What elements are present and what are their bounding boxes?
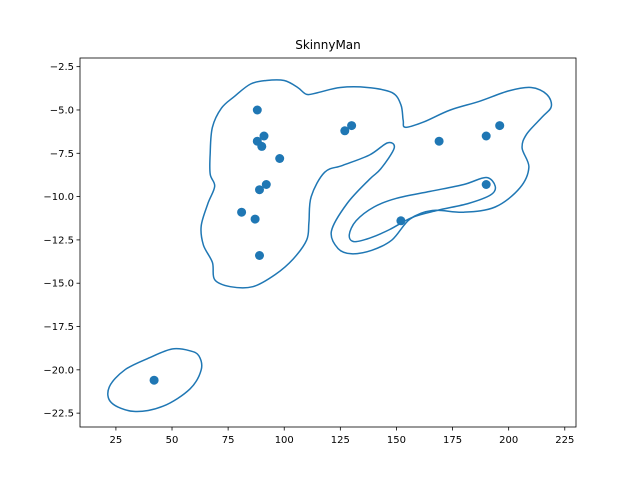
scatter-point xyxy=(255,251,264,260)
scatter-point xyxy=(257,141,267,151)
y-tick-label: −2.5 xyxy=(50,62,74,73)
density-contour xyxy=(348,176,497,243)
y-tick-label: −5.0 xyxy=(50,105,74,116)
scatter-point xyxy=(275,154,285,163)
scatter-point xyxy=(340,126,350,136)
scatter-point xyxy=(347,121,357,131)
x-tick-label: 200 xyxy=(499,435,518,446)
axes: 25 50 75 100 125 150 175 200 225 −22.5 −20.0 −17.5 −… xyxy=(43,57,577,446)
scatter-point xyxy=(481,180,491,189)
x-tick-label: 175 xyxy=(443,435,462,446)
x-tick-label: 25 xyxy=(110,435,123,446)
scatter-point xyxy=(250,214,260,224)
scatter-point xyxy=(495,121,505,131)
y-tick-label: −15.0 xyxy=(43,279,74,290)
scatter-point xyxy=(434,136,444,146)
y-tick-label: −17.5 xyxy=(43,322,74,333)
scatter-point xyxy=(396,216,406,226)
x-tick-label: 125 xyxy=(331,435,350,446)
x-tick-label: 75 xyxy=(222,435,235,446)
density-contours xyxy=(107,79,553,413)
scatter-point xyxy=(255,185,264,195)
y-tick-label: −10.0 xyxy=(43,192,74,203)
y-tick-label: −20.0 xyxy=(43,365,74,376)
axes-frame xyxy=(79,57,577,428)
density-contour xyxy=(200,79,553,289)
scatter-point xyxy=(259,131,269,141)
scatter-point xyxy=(149,375,159,385)
y-tick-label: −7.5 xyxy=(50,149,74,160)
scatter-points xyxy=(149,105,505,385)
scatter-point xyxy=(237,207,247,217)
x-tick-label: 225 xyxy=(555,435,574,446)
chart-title: SkinnyMan xyxy=(295,38,361,52)
scatter-point xyxy=(481,131,491,141)
x-tick-label: 100 xyxy=(275,435,294,446)
scatter-point xyxy=(261,180,271,189)
scatter-point xyxy=(252,105,262,115)
density-contour xyxy=(107,347,203,413)
x-tick-label: 50 xyxy=(166,435,179,446)
x-tick-label: 150 xyxy=(387,435,406,446)
y-tick-label: −22.5 xyxy=(43,409,74,420)
y-tick-label: −12.5 xyxy=(43,235,74,246)
